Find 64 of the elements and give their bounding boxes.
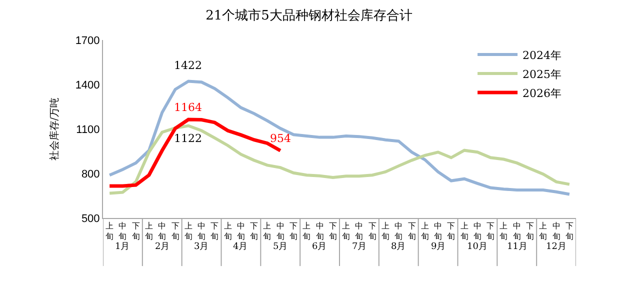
legend-label: 2026年 (522, 86, 562, 100)
x-tick-label: 中旬 (512, 222, 521, 241)
x-tick-label: 中旬 (198, 222, 206, 241)
x-tick-label: 上旬 (224, 222, 232, 241)
y-tick-label: 1400 (75, 79, 100, 92)
x-tick-label: 上旬 (302, 222, 311, 241)
y-axis-title: 社会库存/万吨 (48, 97, 60, 161)
x-tick-label: 中旬 (118, 222, 127, 241)
x-tick-label: 下旬 (328, 222, 337, 241)
x-tick-label: 下旬 (368, 222, 376, 241)
x-tick-label: 下旬 (526, 222, 534, 241)
y-tick-label: 1100 (76, 124, 100, 136)
text: 2月 (155, 242, 170, 252)
x-tick-label: 上旬 (500, 222, 508, 241)
x-tick-label: 下旬 (408, 222, 416, 241)
text: 6月 (312, 242, 327, 252)
y-tick-label: 500 (81, 212, 100, 225)
line-series (108, 124, 571, 195)
x-tick-label: 下旬 (171, 222, 180, 241)
x-tick-label: 上旬 (144, 222, 153, 241)
x-tick-label: 上旬 (263, 222, 272, 241)
data-label: 1122 (174, 132, 202, 145)
text: 8月 (391, 242, 406, 252)
legend-label: 2024年 (522, 48, 562, 62)
x-tick-label: 下旬 (210, 222, 219, 241)
x-tick-label: 上旬 (106, 222, 114, 241)
text: 4月 (233, 242, 248, 252)
text: 10月 (467, 242, 488, 252)
chart-title: 21个城市5大品种钢材社会库存合计 (206, 8, 412, 24)
x-tick-label: 中旬 (276, 222, 284, 241)
x-tick-label: 下旬 (447, 222, 456, 241)
line-series (108, 80, 571, 196)
x-tick-label: 下旬 (132, 222, 140, 241)
x-tick-label: 上旬 (381, 222, 390, 241)
data-label: 954 (270, 132, 291, 145)
text: 3月 (194, 242, 209, 252)
data-label: 1164 (174, 101, 202, 114)
legend-label: 2025年 (522, 68, 562, 81)
x-tick-label: 中旬 (355, 222, 364, 241)
text: 5月 (273, 242, 288, 252)
x-tick-label: 中旬 (236, 222, 245, 241)
x-tick-label: 中旬 (552, 222, 560, 241)
x-tick-label: 下旬 (486, 222, 495, 241)
y-tick-label: 1700 (75, 34, 100, 47)
x-tick-label: 中旬 (394, 222, 403, 241)
y-tick-label: 800 (81, 168, 100, 180)
x-tick-label: 中旬 (316, 222, 324, 241)
data-label: 1422 (174, 59, 202, 72)
text: 11月 (507, 242, 528, 252)
x-tick-label: 上旬 (184, 222, 192, 241)
x-tick-label: 上旬 (539, 222, 548, 241)
x-tick-label: 下旬 (290, 222, 298, 241)
x-tick-label: 上旬 (342, 222, 350, 241)
x-tick-label: 中旬 (434, 222, 442, 241)
text: 9月 (431, 242, 446, 252)
x-tick-label: 上旬 (420, 222, 429, 241)
x-tick-label: 下旬 (565, 222, 574, 241)
x-tick-label: 下旬 (250, 222, 258, 241)
text: 12月 (546, 242, 566, 252)
x-tick-label: 上旬 (460, 222, 468, 241)
x-tick-label: 中旬 (473, 222, 482, 241)
text: 1月 (115, 242, 130, 252)
text: 7月 (352, 242, 367, 252)
x-tick-label: 中旬 (158, 222, 166, 241)
